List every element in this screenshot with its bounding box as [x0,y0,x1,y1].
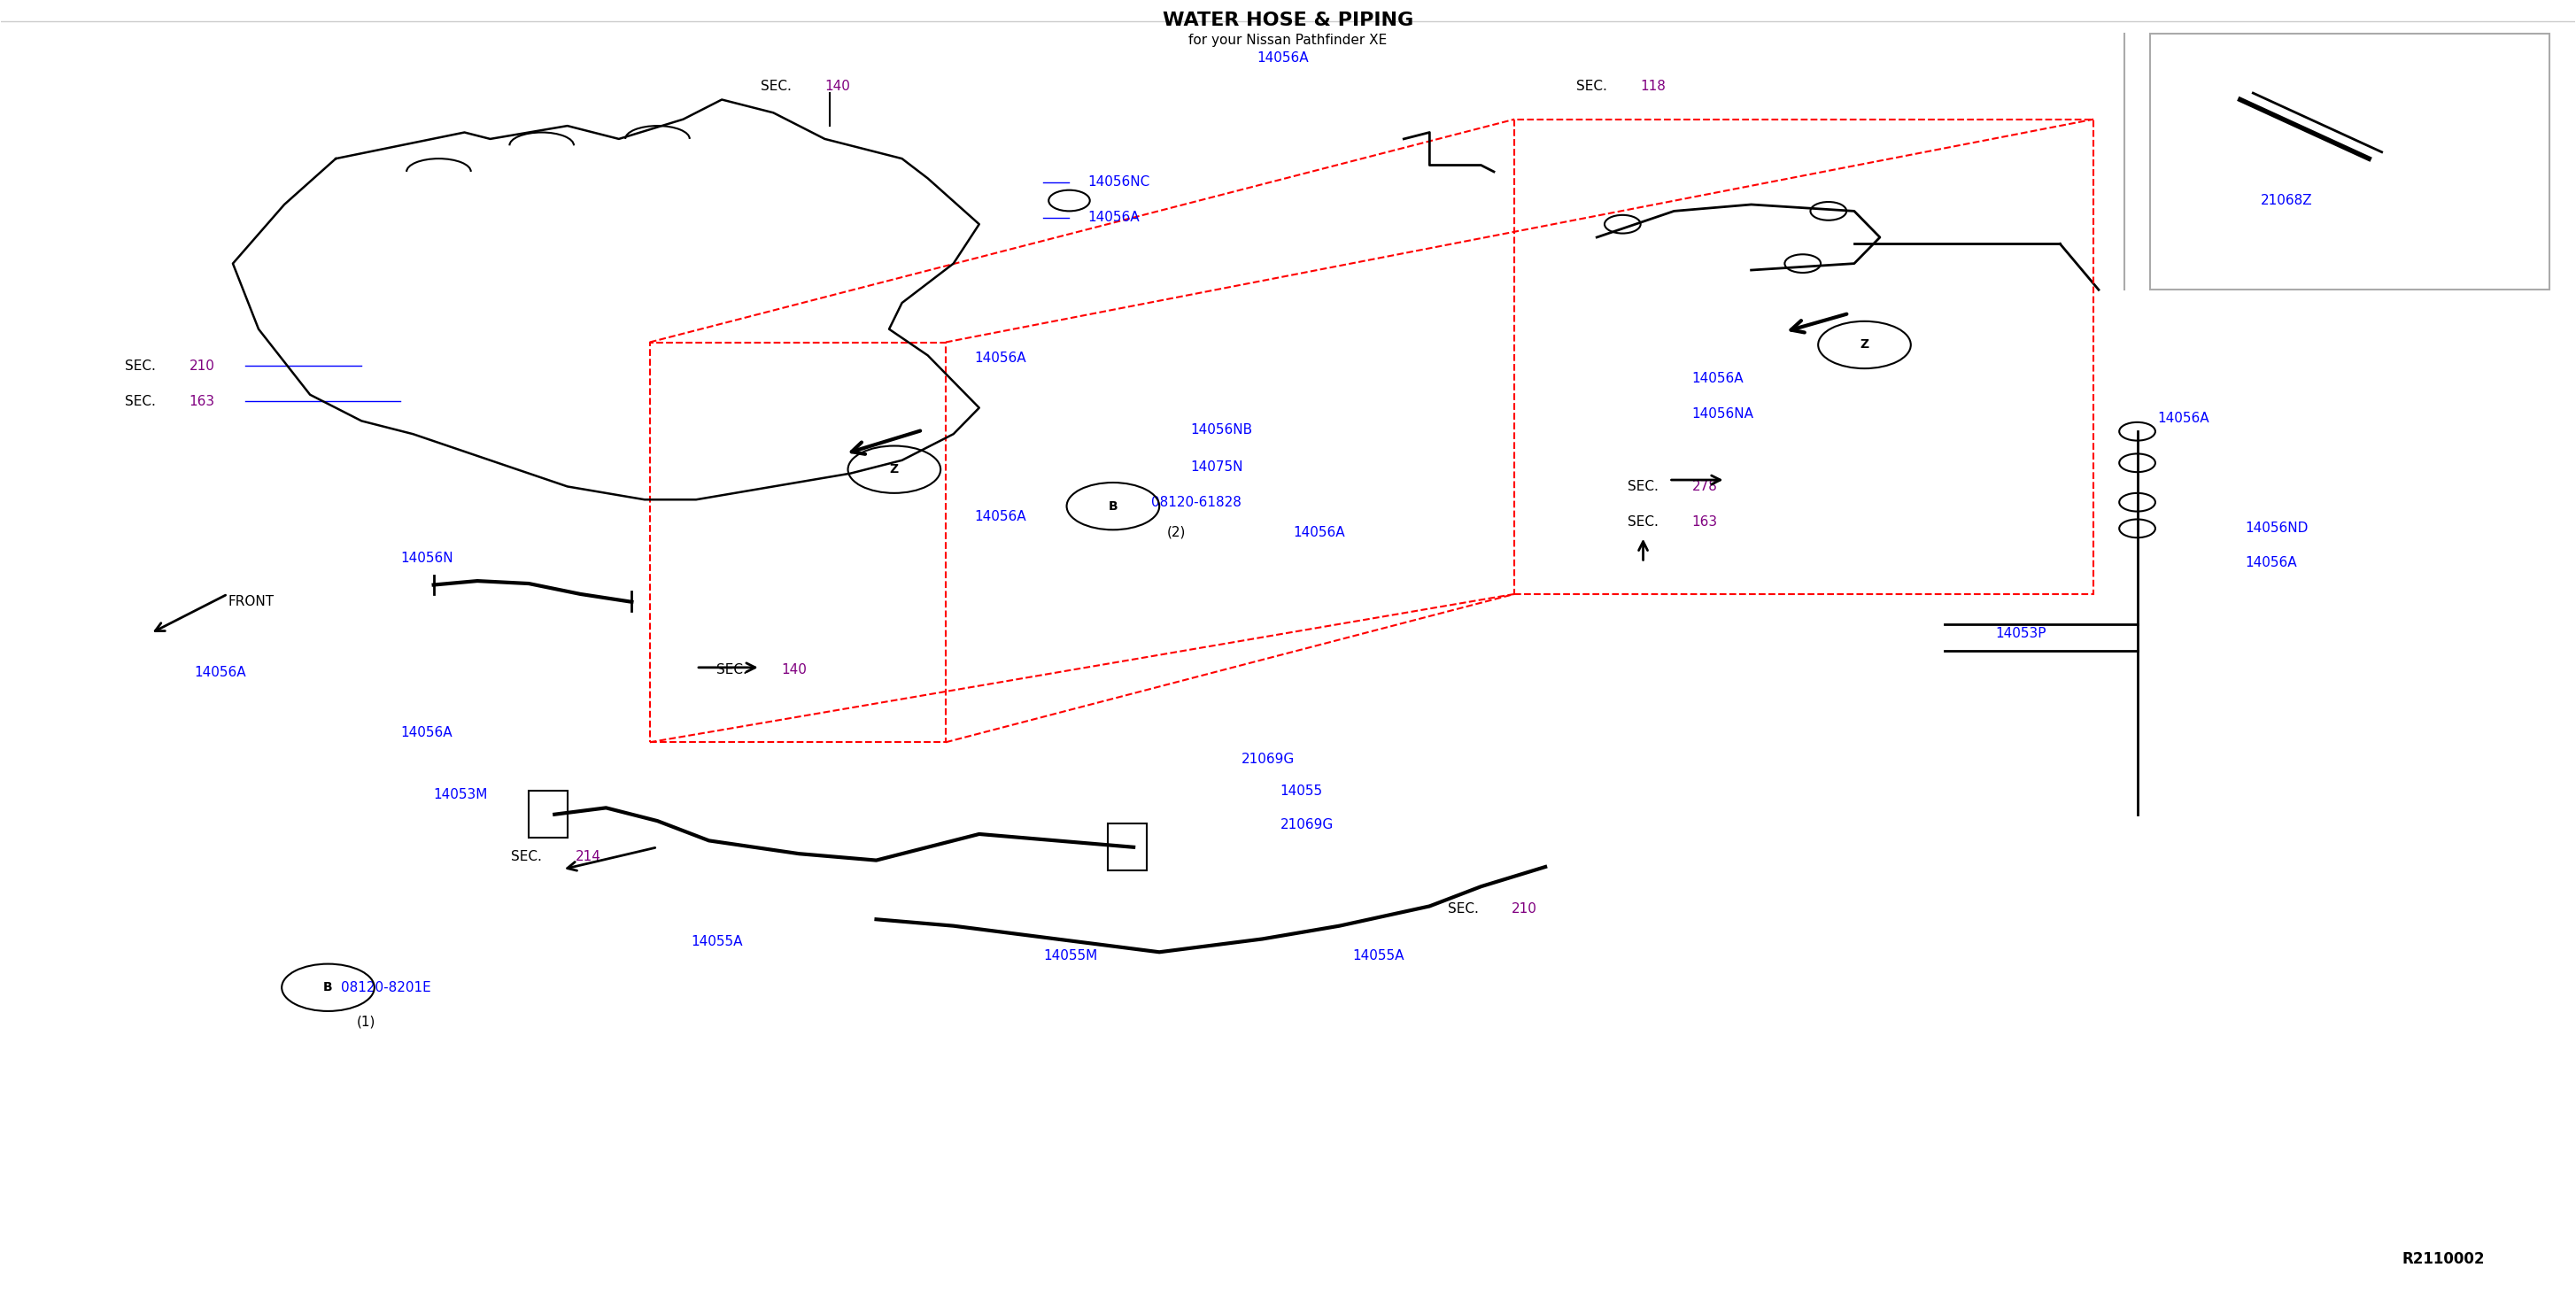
Text: SEC.: SEC. [1628,480,1659,493]
Text: 14056NA: 14056NA [1692,407,1754,420]
Text: SEC.: SEC. [1628,515,1659,528]
Text: SEC.: SEC. [124,359,155,372]
Text: 214: 214 [574,850,600,863]
Text: 21068Z: 21068Z [2262,194,2313,208]
Text: 14056NB: 14056NB [1190,423,1252,436]
Text: 14056A: 14056A [1293,526,1345,539]
Text: 14056A: 14056A [193,666,247,679]
Text: 14056A: 14056A [2159,411,2210,424]
Text: 14053M: 14053M [433,788,487,802]
Text: 14055: 14055 [1280,784,1324,798]
Text: (2): (2) [1167,526,1185,539]
Text: FRONT: FRONT [227,595,273,608]
Text: B: B [325,982,332,993]
Text: 14056A: 14056A [974,510,1025,523]
Text: 163: 163 [188,394,214,407]
Text: 14056ND: 14056ND [2246,522,2308,535]
Text: 14056A: 14056A [1257,51,1309,64]
Text: SEC.: SEC. [510,850,541,863]
Text: 14055M: 14055M [1043,950,1097,963]
Text: 14056NC: 14056NC [1087,176,1149,189]
Text: SEC.: SEC. [716,664,747,677]
Text: 14075N: 14075N [1190,460,1242,473]
Bar [528,791,567,838]
Text: SEC.: SEC. [124,394,155,407]
Bar [649,342,945,742]
Text: 14056A: 14056A [2246,556,2298,569]
Text: SEC.: SEC. [760,80,791,93]
Text: 14053P: 14053P [1996,627,2048,640]
Text: 14056A: 14056A [399,727,451,740]
Text: SEC.: SEC. [1448,903,1479,916]
Text: R2110002: R2110002 [2401,1251,2486,1267]
Text: SEC.: SEC. [1577,80,1607,93]
Text: 140: 140 [824,80,850,93]
Text: 210: 210 [1512,903,1538,916]
Text: 14055A: 14055A [1352,950,1404,963]
Text: 14055A: 14055A [690,936,742,949]
Text: 14056A: 14056A [1692,372,1744,385]
Text: 08120-61828: 08120-61828 [1151,495,1242,509]
Text: 118: 118 [1641,80,1667,93]
Text: 21069G: 21069G [1280,819,1334,832]
Text: Z: Z [889,464,899,476]
Text: 163: 163 [1692,515,1718,528]
Text: 140: 140 [781,664,806,677]
Text: 08120-8201E: 08120-8201E [340,980,430,995]
Text: 14056A: 14056A [974,351,1025,364]
Text: 278: 278 [1692,480,1718,493]
Text: WATER HOSE & PIPING: WATER HOSE & PIPING [1162,12,1414,29]
Text: Z: Z [1860,339,1870,351]
Bar [1515,120,2094,594]
Text: 210: 210 [188,359,214,372]
Text: (1): (1) [355,1014,376,1029]
Bar [1108,824,1146,871]
Bar [2151,34,2550,290]
Text: B: B [1108,499,1118,512]
Text: 21069G: 21069G [1242,753,1296,766]
Text: 14056A: 14056A [1087,212,1139,225]
Text: for your Nissan Pathfinder XE: for your Nissan Pathfinder XE [1188,34,1388,47]
Text: 14056N: 14056N [399,552,453,565]
